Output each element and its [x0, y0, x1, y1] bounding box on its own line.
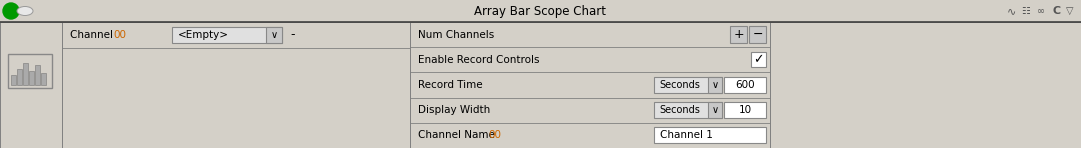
Text: ∿: ∿ — [1006, 6, 1016, 16]
Bar — [724, 77, 766, 93]
Bar — [0, 0, 1081, 22]
Text: Array Bar Scope Chart: Array Bar Scope Chart — [475, 4, 606, 17]
Text: 600: 600 — [735, 80, 755, 90]
Text: Seconds: Seconds — [659, 105, 699, 115]
Text: ∨: ∨ — [711, 80, 719, 90]
Text: Record Time: Record Time — [418, 80, 482, 90]
Text: ∨: ∨ — [711, 105, 719, 115]
Text: Display Width: Display Width — [418, 105, 491, 115]
Text: −: − — [752, 28, 763, 41]
Text: Channel: Channel — [70, 30, 117, 40]
Text: -: - — [290, 29, 294, 41]
Bar — [654, 127, 766, 143]
Text: Seconds: Seconds — [659, 80, 699, 90]
Text: 10: 10 — [738, 105, 751, 115]
Bar — [266, 27, 282, 43]
Text: <Empty>: <Empty> — [178, 30, 229, 40]
Bar — [35, 65, 40, 85]
Bar — [41, 73, 46, 85]
Bar — [654, 77, 722, 93]
Text: ∞: ∞ — [1037, 6, 1045, 16]
Text: 00: 00 — [488, 130, 501, 140]
Bar — [172, 27, 282, 43]
Bar — [8, 54, 52, 88]
Text: Enable Record Controls: Enable Record Controls — [418, 55, 539, 65]
Bar — [29, 71, 34, 85]
Bar — [770, 22, 1081, 148]
Text: Num Channels: Num Channels — [418, 30, 494, 40]
Bar — [62, 22, 410, 148]
Bar — [17, 69, 22, 85]
Bar — [410, 22, 770, 148]
Bar — [708, 102, 722, 118]
Text: Channel Name: Channel Name — [418, 130, 498, 140]
Text: C: C — [1053, 6, 1062, 16]
Bar — [654, 102, 722, 118]
Text: Channel 1: Channel 1 — [660, 130, 712, 140]
Bar — [23, 63, 28, 85]
Text: ✓: ✓ — [753, 53, 764, 66]
Ellipse shape — [17, 7, 34, 16]
Text: +: + — [733, 28, 744, 41]
Bar — [0, 22, 62, 148]
Bar — [730, 26, 747, 43]
Text: ▽: ▽ — [1066, 6, 1073, 16]
Bar — [724, 102, 766, 118]
Circle shape — [3, 3, 19, 19]
Bar — [751, 52, 766, 67]
Bar — [749, 26, 766, 43]
Text: 00: 00 — [114, 30, 126, 40]
Bar — [11, 75, 16, 85]
Text: ☷: ☷ — [1022, 6, 1030, 16]
Bar — [708, 77, 722, 93]
Text: ∨: ∨ — [270, 30, 278, 40]
